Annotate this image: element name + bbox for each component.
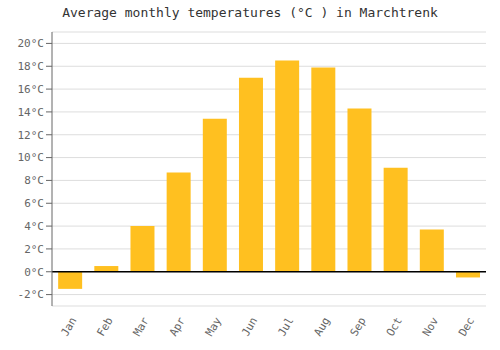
- svg-text:Jun: Jun: [239, 315, 260, 339]
- svg-text:Nov: Nov: [420, 315, 441, 339]
- svg-text:Aug: Aug: [311, 315, 332, 339]
- html-text:Average monthly temperatures (: Average monthly temperatures (°C ) in Ma…: [62, 5, 438, 20]
- svg-text:Sep: Sep: [348, 315, 369, 339]
- svg-text:4°C: 4°C: [24, 220, 44, 233]
- svg-text:16°C: 16°C: [18, 83, 45, 96]
- svg-text:Jan: Jan: [58, 315, 79, 339]
- svg-text:May: May: [203, 315, 224, 339]
- svg-text:-2°C: -2°C: [18, 288, 45, 301]
- svg-text:0°C: 0°C: [24, 266, 44, 279]
- svg-text:6°C: 6°C: [24, 197, 44, 210]
- svg-text:20°C: 20°C: [18, 37, 45, 50]
- svg-text:Oct: Oct: [384, 315, 405, 339]
- svg-text:12°C: 12°C: [18, 129, 45, 142]
- svg-text:10°C: 10°C: [18, 151, 45, 164]
- svg-text:Apr: Apr: [167, 315, 188, 339]
- svg-text:Dec: Dec: [456, 315, 477, 339]
- svg-text:Jul: Jul: [275, 315, 296, 339]
- svg-text:18°C: 18°C: [18, 60, 45, 73]
- svg-text:14°C: 14°C: [18, 106, 45, 119]
- svg-text:Mar: Mar: [131, 315, 152, 339]
- svg-text:8°C: 8°C: [24, 174, 44, 187]
- svg-text:Feb: Feb: [94, 315, 115, 339]
- svg-text:2°C: 2°C: [24, 243, 44, 256]
